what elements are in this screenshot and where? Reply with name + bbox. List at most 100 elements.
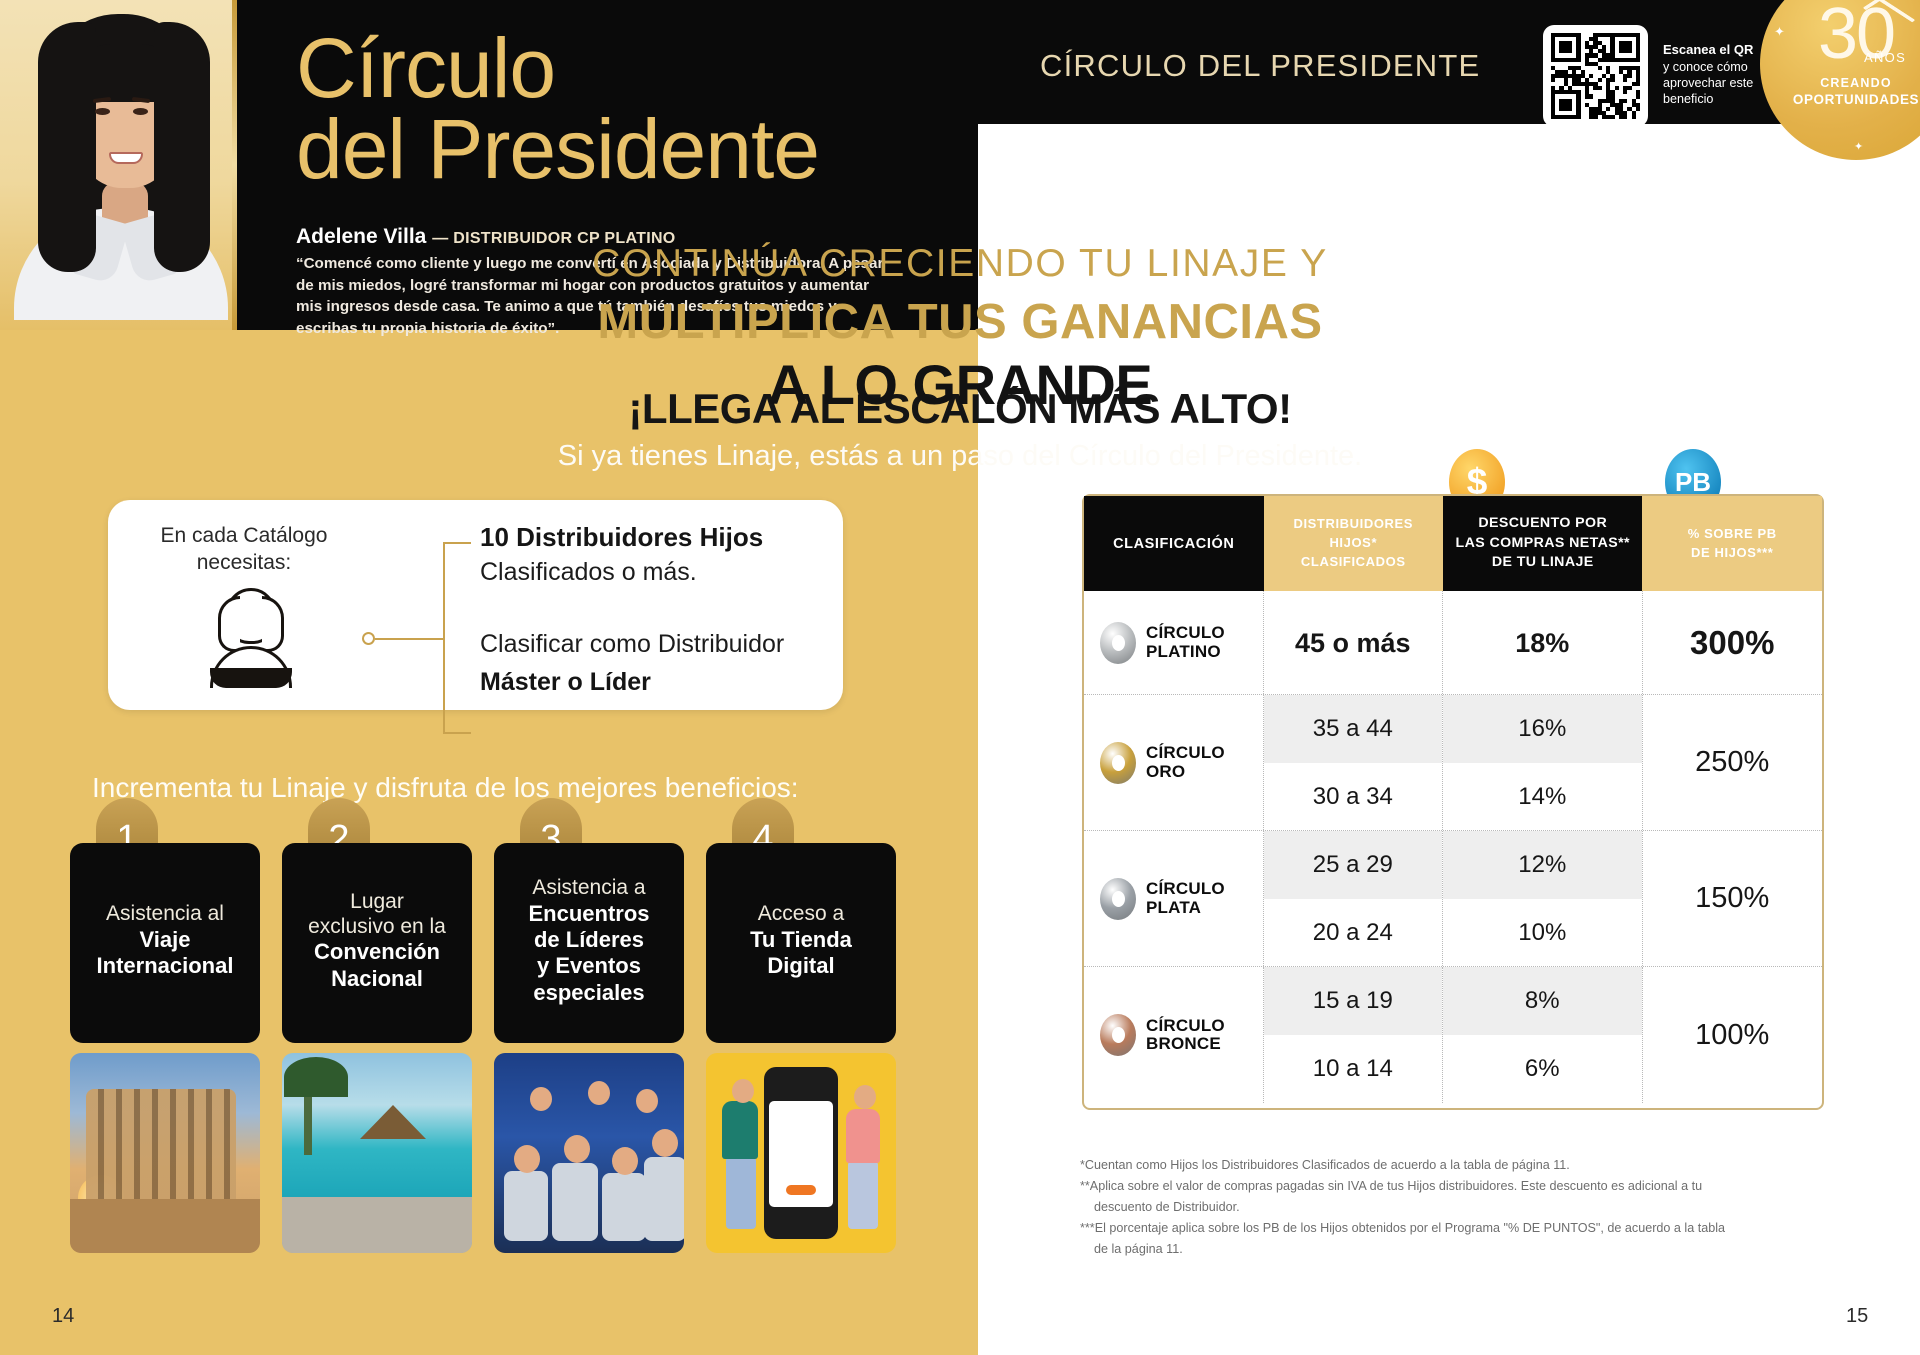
footnote-2-cont: descuento de Distribuidor. xyxy=(1094,1199,1240,1214)
page-title: Círculo del Presidente xyxy=(296,26,820,190)
table-cell-pb-value: 150% xyxy=(1695,882,1770,914)
requirements-card: En cada Catálogo necesitas: 10 Distribui… xyxy=(108,500,843,734)
header-text: % SOBRE PB DE HIJOS*** xyxy=(1688,525,1777,563)
classification-label: CÍRCULO PLATA xyxy=(1146,880,1225,916)
table-cell-hijos-value: 35 a 44 xyxy=(1263,695,1443,763)
classification-ring-icon xyxy=(1100,877,1136,920)
qr-instruction-body: y conoce cómo aprovechar este beneficio xyxy=(1663,59,1754,106)
table-cell-pb-value: 300% xyxy=(1690,623,1775,661)
benefit-text-strong: especiales xyxy=(533,979,645,1005)
benefit-text-line: Asistencia a xyxy=(532,875,646,899)
page-title-line1: Círculo xyxy=(296,21,556,115)
distributor-portrait-photo xyxy=(8,0,234,320)
benefit-card[interactable]: 3 Asistencia a Encuentros de Líderes y E… xyxy=(494,798,684,1123)
table-row: CÍRCULO ORO 35 a 44 30 a 34 16% 14% 250% xyxy=(1084,695,1822,831)
badge-number: 30 xyxy=(1817,0,1896,74)
benefits-card-list: 1 Asistencia al Viaje Internacional 2 Lu… xyxy=(70,798,920,1123)
requirement-2-rest: Clasificar como Distribuidor xyxy=(480,630,785,658)
benefit-photo-list: Roma Riviera Maya La Ola Betterware Tu T… xyxy=(70,1053,920,1268)
table-cell-pb-value: 100% xyxy=(1695,1018,1770,1051)
classification-line1: CÍRCULO xyxy=(1146,623,1225,643)
footnote-1: *Cuentan como Hijos los Distribuidores C… xyxy=(1080,1158,1570,1172)
qr-instruction-text: Escanea el QR y conoce cómo aprovechar e… xyxy=(1663,42,1793,107)
table-cell-clasificacion: CÍRCULO ORO xyxy=(1084,695,1264,830)
right-headline-line1: CONTINÚA CRECIENDO TU LINAJE Y xyxy=(592,242,1328,285)
left-headline: ¡LLEGA AL ESCALÓN MÁS ALTO! xyxy=(628,385,1292,432)
requirements-lead: En cada Catálogo necesitas: xyxy=(160,524,328,575)
table-cell-hijos: 15 a 19 10 a 14 xyxy=(1263,967,1444,1103)
running-head-title: CÍRCULO DEL PRESIDENTE xyxy=(1040,48,1481,83)
classification-label: CÍRCULO ORO xyxy=(1146,744,1225,780)
header-text: CLASIFICACIÓN xyxy=(1113,535,1235,552)
table-cell-descuento-value: 12% xyxy=(1443,831,1642,899)
benefit-text-strong: Internacional xyxy=(96,953,234,979)
qr-instruction-title: Escanea el QR xyxy=(1663,42,1754,57)
badge-anios-label: AÑOS xyxy=(1864,50,1907,65)
benefit-photo-la-ola: La Ola Betterware xyxy=(494,1053,684,1253)
table-header-descuento: DESCUENTO POR LAS COMPRAS NETAS** DE TU … xyxy=(1443,496,1643,591)
classification-label: CÍRCULO BRONCE xyxy=(1146,1016,1225,1053)
footnote-2: **Aplica sobre el valor de compras pagad… xyxy=(1080,1178,1703,1193)
header-line: DE TU LINAJE xyxy=(1491,554,1594,571)
table-cell-hijos-value: 10 a 14 xyxy=(1312,1055,1393,1082)
requirement-1-bold: 10 Distribuidores Hijos xyxy=(480,522,764,552)
table-body: CÍRCULO PLATINO 45 o más 18% 300% CÍRCULO ORO 3… xyxy=(1084,591,1822,1103)
table-cell-descuento: 8% 6% xyxy=(1443,967,1643,1103)
benefit-card-body: Asistencia al Viaje Internacional xyxy=(70,843,260,1043)
benefit-card[interactable]: 4 Acceso a Tu Tienda Digital xyxy=(706,798,896,1123)
table-cell-descuento-value: 16% xyxy=(1443,695,1642,763)
table-cell-hijos-value: 15 a 19 xyxy=(1263,967,1443,1035)
benefit-text-line: Acceso a xyxy=(757,902,845,926)
table-cell-hijos-value: 45 o más xyxy=(1295,627,1411,658)
table-cell-hijos-value: 30 a 34 xyxy=(1312,783,1393,810)
benefit-text-line: exclusivo en la xyxy=(308,914,446,938)
header-line: LAS COMPRAS NETAS** xyxy=(1455,534,1630,551)
footnote-3-cont: de la página 11. xyxy=(1094,1241,1183,1256)
classification-ring-icon xyxy=(1100,621,1136,664)
table-cell-hijos-value: 25 a 29 xyxy=(1263,831,1443,899)
table-header-pb: % SOBRE PB DE HIJOS*** xyxy=(1642,496,1822,591)
table-cell-hijos: 25 a 29 20 a 24 xyxy=(1263,831,1444,966)
classification-label: CÍRCULO PLATINO xyxy=(1146,624,1225,660)
left-subheadline: Si ya tienes Linaje, estás a un paso del… xyxy=(557,440,1363,472)
header-line: DISTRIBUIDORES xyxy=(1293,516,1414,532)
benefits-lead-text: Incrementa tu Linaje y disfruta de los m… xyxy=(92,772,799,803)
benefit-text-strong: Viaje xyxy=(139,926,191,952)
table-cell-descuento-value: 18% xyxy=(1515,627,1570,658)
classification-ring-icon xyxy=(1100,741,1136,784)
sparkle-icon: ✦ xyxy=(1854,141,1864,153)
earnings-table: CLASIFICACIÓN DISTRIBUIDORES HIJOS* CLAS… xyxy=(1082,494,1824,1110)
table-cell-hijos: 45 o más xyxy=(1264,591,1444,694)
classification-line2: BRONCE xyxy=(1146,1034,1221,1053)
distributor-person-icon xyxy=(204,588,300,688)
classification-line2: PLATINO xyxy=(1146,641,1221,661)
benefit-text-strong: Tu Tienda xyxy=(750,926,852,952)
benefit-card[interactable]: 2 Lugar exclusivo en la Convención Nacio… xyxy=(282,798,472,1123)
header-line: HIJOS* xyxy=(1329,535,1378,551)
benefit-text-line: Lugar xyxy=(350,889,404,913)
hero-gold-divider xyxy=(232,0,237,330)
benefit-text-strong: de Líderes xyxy=(533,926,645,952)
table-cell-descuento-value: 6% xyxy=(1524,1055,1560,1082)
table-cell-pb-value: 250% xyxy=(1695,746,1770,778)
header-line: DE HIJOS*** xyxy=(1691,544,1774,560)
benefit-card[interactable]: 1 Asistencia al Viaje Internacional xyxy=(70,798,260,1123)
table-header-clasificacion: CLASIFICACIÓN xyxy=(1084,496,1264,591)
benefit-text-line: Asistencia al xyxy=(106,902,224,926)
table-footnotes: *Cuentan como Hijos los Distribuidores C… xyxy=(1080,1156,1840,1260)
connector-line xyxy=(443,542,445,734)
benefit-text-strong: Convención xyxy=(314,939,440,965)
table-header-row: CLASIFICACIÓN DISTRIBUIDORES HIJOS* CLAS… xyxy=(1084,496,1822,591)
benefit-card-body: Acceso a Tu Tienda Digital xyxy=(706,843,896,1043)
header-text: DESCUENTO POR LAS COMPRAS NETAS** DE TU … xyxy=(1456,514,1630,574)
connector-line xyxy=(443,542,471,544)
table-cell-descuento-value: 8% xyxy=(1443,967,1642,1035)
benefit-card-body: Lugar exclusivo en la Convención Naciona… xyxy=(282,843,472,1043)
header-line: CLASIFICADOS xyxy=(1300,553,1406,569)
table-cell-descuento-value: 10% xyxy=(1518,919,1567,946)
benefit-text-strong: Encuentros xyxy=(528,900,650,926)
table-cell-clasificacion: CÍRCULO PLATINO xyxy=(1084,591,1264,694)
table-cell-hijos: 35 a 44 30 a 34 xyxy=(1263,695,1444,830)
qr-code[interactable] xyxy=(1543,25,1648,127)
connector-line xyxy=(375,638,443,640)
